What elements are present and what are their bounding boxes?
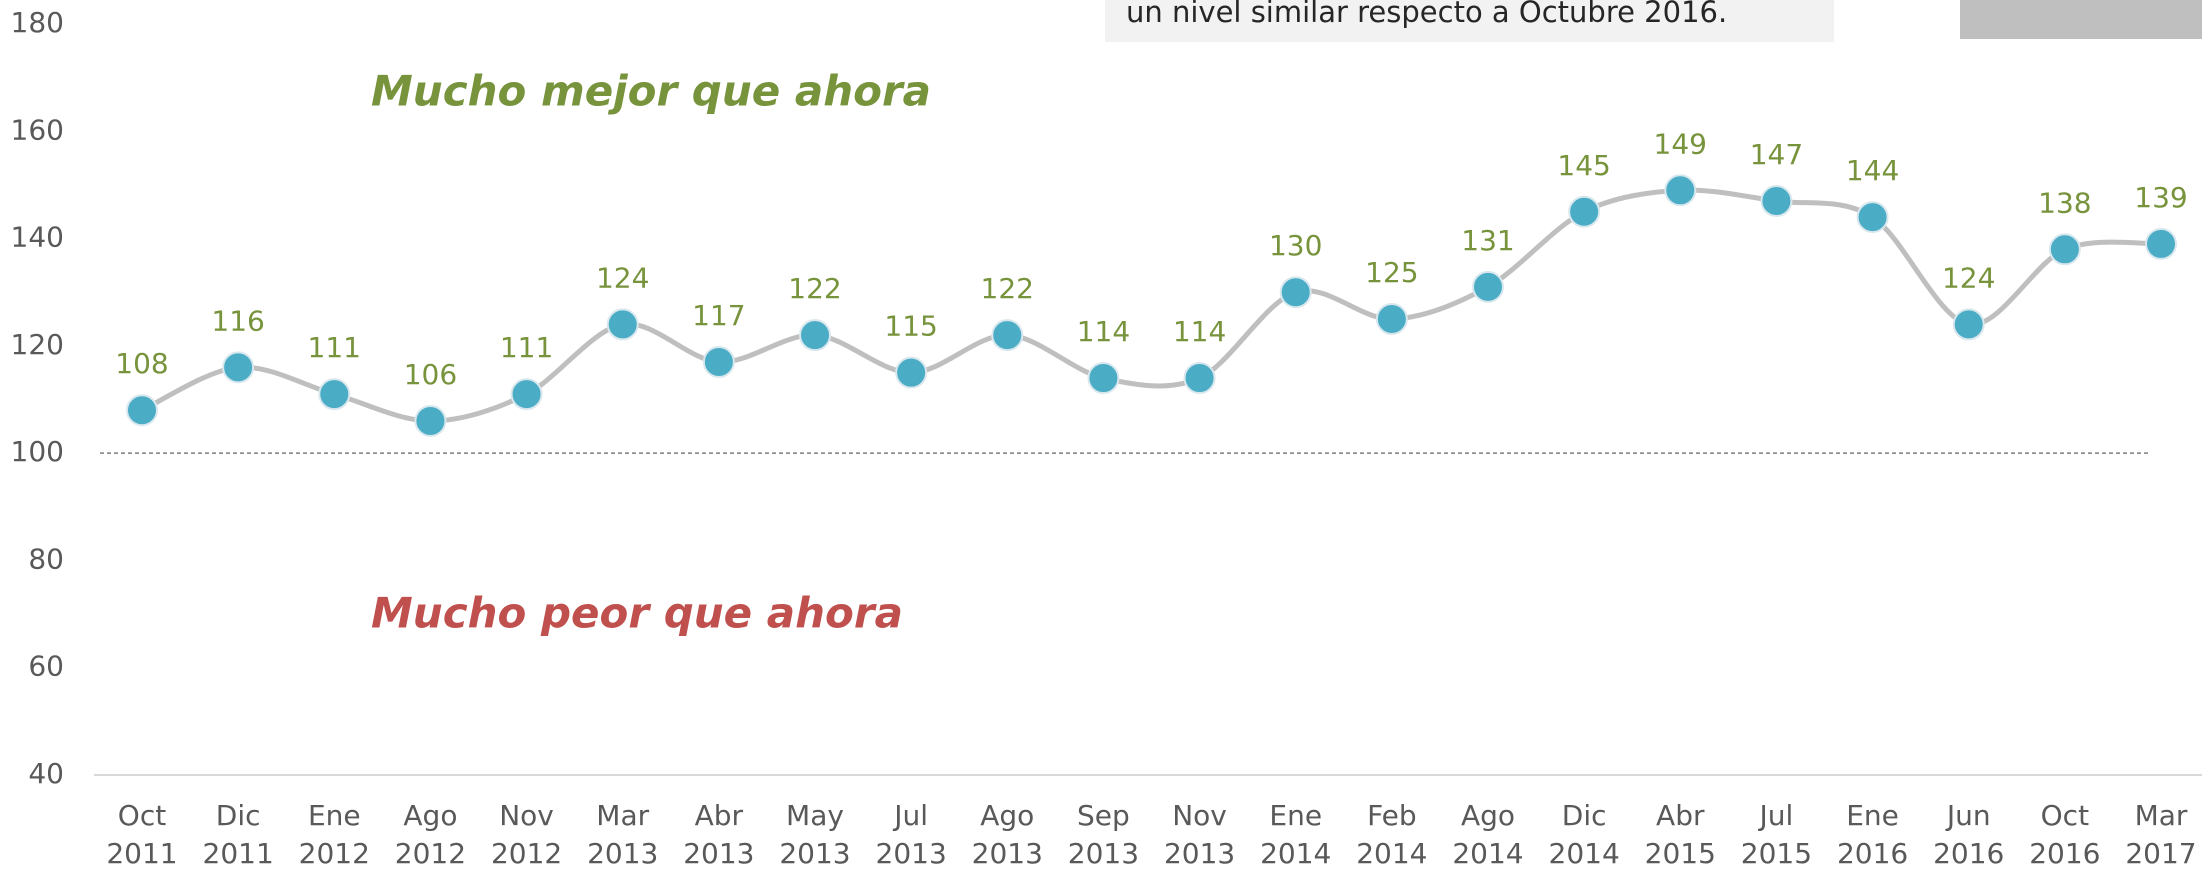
data-label: 122 — [788, 272, 841, 305]
data-label: 149 — [1654, 127, 1707, 160]
data-label: 111 — [500, 331, 553, 364]
x-tick-label: Sep 2013 — [1068, 799, 1139, 870]
corner-box — [1960, 0, 2202, 39]
data-point — [1279, 276, 1312, 309]
data-point — [222, 351, 255, 384]
data-point — [799, 319, 831, 352]
y-tick-label: 40 — [28, 757, 64, 790]
note-text: un nivel similar respecto a Octubre 2016… — [1126, 0, 1727, 29]
data-point — [318, 378, 351, 411]
data-label: 144 — [1846, 154, 1899, 187]
x-tick-label: Dic 2011 — [203, 799, 274, 870]
data-label: 125 — [1365, 256, 1418, 289]
data-label: 111 — [308, 331, 361, 364]
data-label: 147 — [1750, 138, 1803, 171]
data-label: 139 — [2134, 181, 2187, 214]
data-label: 106 — [404, 358, 457, 391]
x-tick-label: Nov 2012 — [491, 799, 562, 870]
x-tick-label: Abr 2013 — [683, 799, 754, 870]
x-tick-label: Abr 2015 — [1645, 799, 1716, 870]
data-point — [510, 378, 543, 411]
data-label: 114 — [1173, 315, 1226, 348]
y-tick-label: 180 — [11, 6, 64, 39]
x-tick-label: Ago 2012 — [395, 799, 466, 870]
series-line — [140, 187, 2162, 424]
data-point — [1856, 201, 1889, 234]
y-tick-label: 80 — [28, 542, 64, 575]
x-tick-label: Jul 2015 — [1741, 799, 1812, 870]
annotation-better: Mucho mejor que ahora — [371, 67, 931, 116]
data-label: 116 — [211, 304, 264, 337]
x-tick-label: Ene 2014 — [1260, 799, 1331, 870]
data-label: 124 — [1942, 261, 1995, 294]
x-tick-label: Dic 2014 — [1549, 799, 1620, 870]
y-tick-label: 100 — [11, 435, 64, 468]
data-point — [126, 394, 158, 427]
data-point — [606, 308, 639, 341]
annotation-worse: Mucho peor que ahora — [371, 589, 903, 638]
x-tick-label: Ene 2012 — [299, 799, 370, 870]
data-point — [2048, 233, 2081, 266]
y-tick-label: 140 — [11, 221, 64, 254]
data-label: 124 — [596, 261, 649, 294]
x-tick-label: Ene 2016 — [1837, 799, 1908, 870]
data-label: 108 — [115, 347, 168, 380]
data-point — [1087, 362, 1120, 395]
data-label: 131 — [1461, 224, 1514, 257]
x-tick-label: Oct 2016 — [2029, 799, 2100, 870]
y-tick-label: 120 — [11, 328, 64, 361]
data-point — [1952, 308, 1985, 341]
data-point — [702, 345, 735, 378]
data-label: 122 — [981, 272, 1034, 305]
x-tick-label: Jun 2016 — [1933, 799, 2004, 870]
data-label: 138 — [2038, 186, 2091, 219]
x-tick-label: Ago 2014 — [1452, 799, 1523, 870]
data-point — [895, 356, 928, 389]
data-point — [2145, 227, 2177, 260]
data-point — [991, 319, 1024, 352]
x-tick-label: Oct 2011 — [106, 799, 177, 870]
data-point — [1760, 185, 1793, 218]
x-tick-label: Mar 2017 — [2125, 799, 2196, 870]
y-tick-label: 160 — [11, 113, 64, 146]
x-tick-label: Jul 2013 — [876, 799, 947, 870]
x-tick-label: Mar 2013 — [587, 799, 658, 870]
x-tick-label: May 2013 — [779, 799, 850, 870]
note-box — [1105, 0, 1834, 42]
data-point — [1568, 195, 1601, 228]
data-label: 115 — [884, 310, 937, 343]
x-tick-label: Nov 2013 — [1164, 799, 1235, 870]
x-tick-label: Ago 2013 — [972, 799, 1043, 870]
data-label: 114 — [1077, 315, 1130, 348]
data-point — [1183, 362, 1216, 395]
data-label: 145 — [1557, 149, 1610, 182]
data-point — [1375, 303, 1408, 336]
data-point — [414, 404, 447, 437]
data-label: 130 — [1269, 229, 1322, 262]
data-point — [1472, 270, 1504, 303]
data-label: 117 — [692, 299, 745, 332]
data-point — [1664, 174, 1697, 207]
x-tick-label: Feb 2014 — [1356, 799, 1427, 870]
y-tick-label: 60 — [28, 650, 64, 683]
